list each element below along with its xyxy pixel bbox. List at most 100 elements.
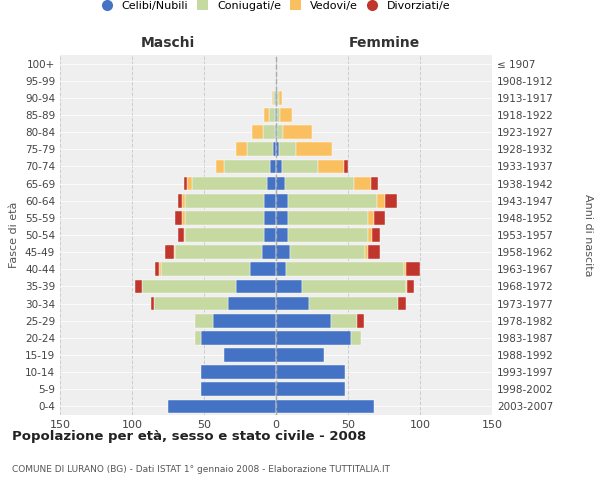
Bar: [344, 160, 348, 173]
Bar: [286, 262, 404, 276]
Bar: [398, 296, 406, 310]
Bar: [276, 262, 286, 276]
Bar: [265, 108, 269, 122]
Bar: [185, 211, 265, 224]
Bar: [175, 211, 182, 224]
Bar: [276, 108, 277, 122]
Bar: [178, 228, 184, 242]
Bar: [236, 280, 276, 293]
Bar: [280, 108, 292, 122]
Bar: [331, 314, 356, 328]
Text: Anni di nascita: Anni di nascita: [583, 194, 593, 276]
Bar: [265, 228, 276, 242]
Bar: [276, 194, 287, 207]
Bar: [276, 246, 290, 259]
Bar: [185, 228, 265, 242]
Bar: [251, 126, 263, 139]
Bar: [224, 348, 276, 362]
Bar: [368, 211, 374, 224]
Bar: [407, 280, 414, 293]
Bar: [276, 160, 282, 173]
Bar: [273, 142, 276, 156]
Bar: [229, 296, 276, 310]
Bar: [236, 142, 247, 156]
Bar: [406, 262, 420, 276]
Bar: [276, 296, 309, 310]
Bar: [182, 211, 185, 224]
Bar: [283, 126, 312, 139]
Bar: [174, 246, 175, 259]
Bar: [276, 91, 277, 104]
Bar: [276, 331, 351, 344]
Bar: [165, 246, 174, 259]
Bar: [265, 211, 276, 224]
Bar: [196, 331, 201, 344]
Bar: [268, 176, 276, 190]
Bar: [277, 91, 279, 104]
Bar: [275, 126, 276, 139]
Bar: [279, 91, 282, 104]
Y-axis label: Fasce di età: Fasce di età: [10, 202, 19, 268]
Bar: [368, 228, 373, 242]
Bar: [276, 176, 284, 190]
Bar: [187, 176, 193, 190]
Bar: [287, 211, 368, 224]
Bar: [161, 262, 250, 276]
Text: Femmine: Femmine: [349, 36, 419, 50]
Bar: [276, 211, 287, 224]
Bar: [276, 400, 374, 413]
Bar: [377, 194, 385, 207]
Bar: [385, 194, 397, 207]
Bar: [276, 366, 345, 379]
Bar: [185, 194, 265, 207]
Bar: [284, 176, 354, 190]
Bar: [178, 194, 182, 207]
Bar: [276, 126, 277, 139]
Bar: [184, 228, 185, 242]
Bar: [290, 246, 365, 259]
Bar: [262, 246, 276, 259]
Bar: [250, 262, 276, 276]
Bar: [212, 314, 276, 328]
Bar: [351, 331, 361, 344]
Bar: [272, 91, 273, 104]
Bar: [160, 262, 161, 276]
Bar: [275, 91, 276, 104]
Bar: [269, 108, 275, 122]
Bar: [196, 314, 212, 328]
Bar: [287, 228, 368, 242]
Bar: [270, 160, 276, 173]
Bar: [404, 262, 406, 276]
Bar: [201, 382, 276, 396]
Bar: [309, 296, 398, 310]
Bar: [247, 142, 273, 156]
Bar: [276, 314, 331, 328]
Bar: [276, 228, 287, 242]
Bar: [277, 108, 280, 122]
Bar: [151, 296, 154, 310]
Bar: [224, 160, 270, 173]
Bar: [406, 280, 407, 293]
Bar: [273, 91, 275, 104]
Bar: [277, 126, 283, 139]
Bar: [155, 262, 160, 276]
Bar: [215, 160, 224, 173]
Text: COMUNE DI LURANO (BG) - Dati ISTAT 1° gennaio 2008 - Elaborazione TUTTITALIA.IT: COMUNE DI LURANO (BG) - Dati ISTAT 1° ge…: [12, 465, 390, 474]
Bar: [373, 228, 380, 242]
Text: Maschi: Maschi: [141, 36, 195, 50]
Legend: Celibi/Nubili, Coniugati/e, Vedovi/e, Divorziati/e: Celibi/Nubili, Coniugati/e, Vedovi/e, Di…: [97, 0, 455, 16]
Bar: [193, 176, 268, 190]
Bar: [365, 246, 368, 259]
Bar: [175, 246, 262, 259]
Bar: [318, 160, 344, 173]
Bar: [354, 176, 371, 190]
Bar: [184, 176, 187, 190]
Bar: [265, 194, 276, 207]
Bar: [276, 382, 345, 396]
Bar: [371, 176, 378, 190]
Bar: [356, 314, 364, 328]
Bar: [374, 211, 385, 224]
Bar: [279, 142, 296, 156]
Text: Popolazione per età, sesso e stato civile - 2008: Popolazione per età, sesso e stato civil…: [12, 430, 366, 443]
Bar: [135, 280, 142, 293]
